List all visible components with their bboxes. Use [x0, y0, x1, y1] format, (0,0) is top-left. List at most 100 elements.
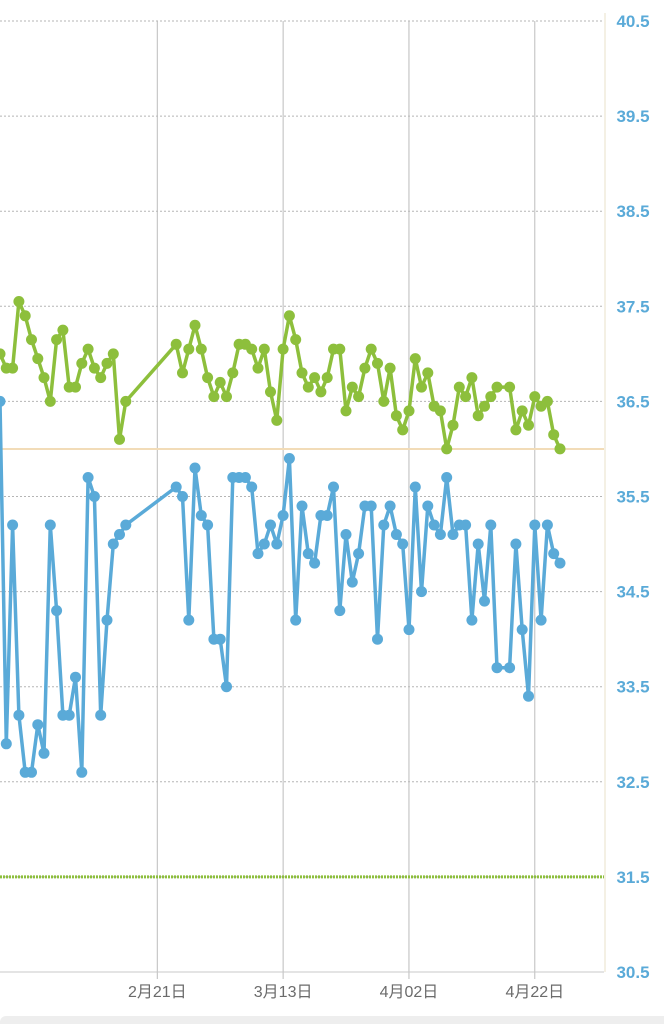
- series-2-point: [523, 690, 534, 702]
- series-1-point: [258, 343, 270, 355]
- series-layer: [0, 296, 566, 778]
- x-axis-ticks: 2月21日 3月13日 4月02日 4月22日: [128, 984, 564, 1001]
- series-1-point: [346, 381, 358, 393]
- y-tick-label: 36.5: [616, 392, 649, 411]
- y-tick-label: 38.5: [616, 202, 649, 221]
- series-1-point: [453, 381, 465, 393]
- x-tick-label: 4月02日: [380, 984, 439, 1001]
- series-1-point: [340, 405, 352, 417]
- y-tick-label: 40.5: [616, 12, 649, 31]
- series-1-point: [88, 362, 100, 374]
- series-2-point: [365, 500, 377, 512]
- series-2-point: [422, 500, 434, 512]
- series-1-point: [510, 424, 522, 436]
- series-2-point: [70, 671, 81, 683]
- series-2-point: [88, 491, 100, 502]
- series-1-point: [353, 391, 365, 403]
- series-2-point: [277, 510, 289, 521]
- series-2-point: [397, 538, 409, 550]
- series-1-point: [101, 357, 113, 369]
- series-1-point: [359, 362, 371, 374]
- series-1-point: [208, 391, 220, 403]
- series-1-line: [0, 299, 562, 451]
- series-1-point: [485, 391, 497, 403]
- series-1-point: [491, 381, 503, 393]
- series-2-point: [265, 519, 276, 531]
- series-2-point: [214, 633, 226, 645]
- series-1-point: [296, 367, 308, 379]
- series-2-point: [447, 529, 459, 540]
- series-2-point: [321, 510, 333, 521]
- series-2-point: [479, 595, 490, 607]
- series-1-point: [13, 296, 25, 307]
- series-2-point: [390, 529, 402, 540]
- series-1-point: [189, 319, 201, 331]
- series-2-point: [541, 519, 553, 531]
- series-2-point: [82, 472, 94, 483]
- series-1-point: [19, 310, 31, 322]
- series-1-point: [271, 414, 283, 426]
- series-2-point: [246, 481, 258, 493]
- series-2-point: [26, 766, 37, 778]
- series-1-point: [265, 386, 276, 398]
- series-2-point: [428, 519, 440, 531]
- x-tick-label: 4月22日: [505, 984, 564, 1001]
- series-2-point: [434, 529, 446, 540]
- series-2-point: [491, 662, 503, 674]
- series-2-point: [183, 614, 195, 626]
- series-1-point: [409, 353, 421, 365]
- series-1-point: [384, 362, 396, 374]
- series-1-point: [26, 334, 37, 346]
- series-1-point: [479, 400, 490, 412]
- series-1-point: [434, 405, 446, 417]
- series-2-point: [283, 453, 295, 464]
- series-2-point: [372, 633, 383, 645]
- series-2-point: [378, 519, 390, 531]
- series-1-point: [177, 367, 188, 379]
- y-tick-label: 34.5: [616, 583, 649, 602]
- series-2-point: [95, 709, 107, 721]
- series-1-point: [57, 324, 69, 336]
- series-1-point: [516, 405, 528, 417]
- series-2-point: [221, 681, 232, 693]
- x-tick-label: 2月21日: [128, 984, 187, 1001]
- series-1-point: [283, 310, 295, 322]
- y-axis-ticks: 40.5 39.5 38.5 37.5 36.5 35.5 34.5 33.5 32.5 31.5…: [616, 12, 649, 982]
- series-2-point: [516, 624, 528, 636]
- series-1-point: [202, 372, 214, 384]
- series-1-point: [290, 334, 302, 346]
- series-1-point: [195, 343, 207, 355]
- series-1: [0, 296, 566, 455]
- series-2-point: [252, 548, 264, 560]
- series-2-point: [466, 614, 478, 626]
- series-1-point: [529, 391, 541, 403]
- series-1-point: [548, 429, 560, 441]
- series-1-point: [51, 334, 63, 346]
- series-2-point: [258, 538, 270, 550]
- series-2-point: [63, 709, 75, 721]
- series-1-point: [554, 443, 566, 455]
- series-2-point: [13, 709, 25, 721]
- series-2-point: [170, 481, 182, 493]
- y-tick-label: 39.5: [616, 107, 649, 126]
- series-2-point: [107, 538, 119, 550]
- series-1-point: [372, 357, 383, 369]
- series-2-point: [535, 614, 547, 626]
- series-2-point: [353, 548, 365, 560]
- series-1-point: [227, 367, 239, 379]
- series-2-point: [529, 519, 541, 531]
- series-2-point: [0, 738, 12, 750]
- series-2-point: [409, 481, 421, 493]
- series-2-point: [290, 614, 302, 626]
- y-tick-label: 37.5: [616, 297, 649, 316]
- series-2-point: [44, 519, 56, 531]
- series-2-point: [32, 719, 44, 731]
- series-2-point: [271, 538, 283, 550]
- series-1-point: [76, 357, 88, 369]
- series-1-point: [541, 395, 553, 407]
- series-1-point: [170, 338, 182, 350]
- series-2-point: [120, 519, 132, 531]
- series-2-point: [472, 538, 484, 550]
- series-2-point: [177, 491, 188, 502]
